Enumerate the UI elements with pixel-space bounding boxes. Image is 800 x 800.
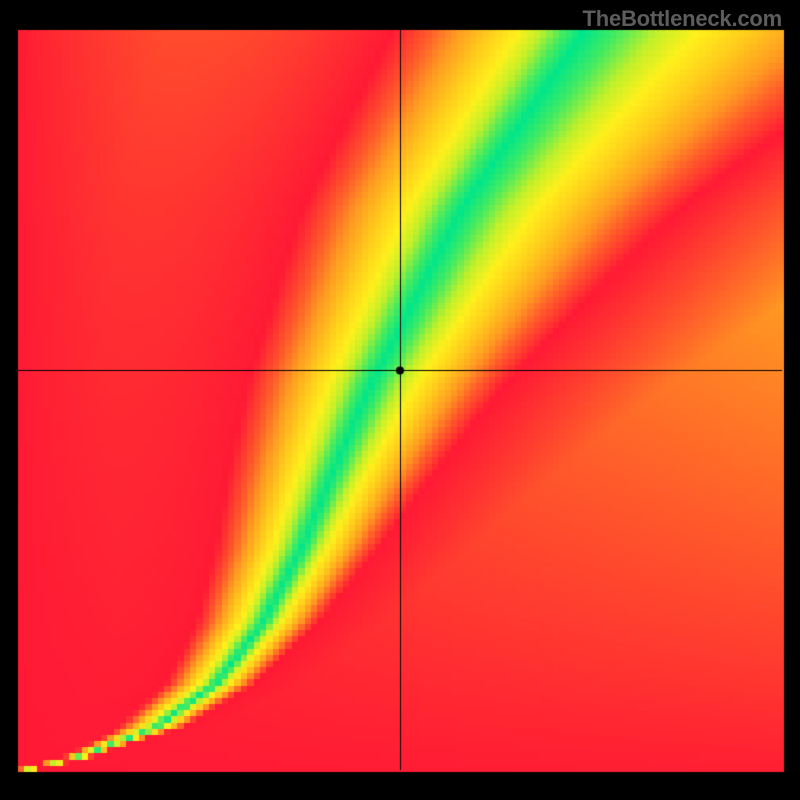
watermark-text: TheBottleneck.com [582,6,782,32]
bottleneck-heatmap [0,0,800,800]
chart-container: { "watermark": { "text": "TheBottleneck.… [0,0,800,800]
